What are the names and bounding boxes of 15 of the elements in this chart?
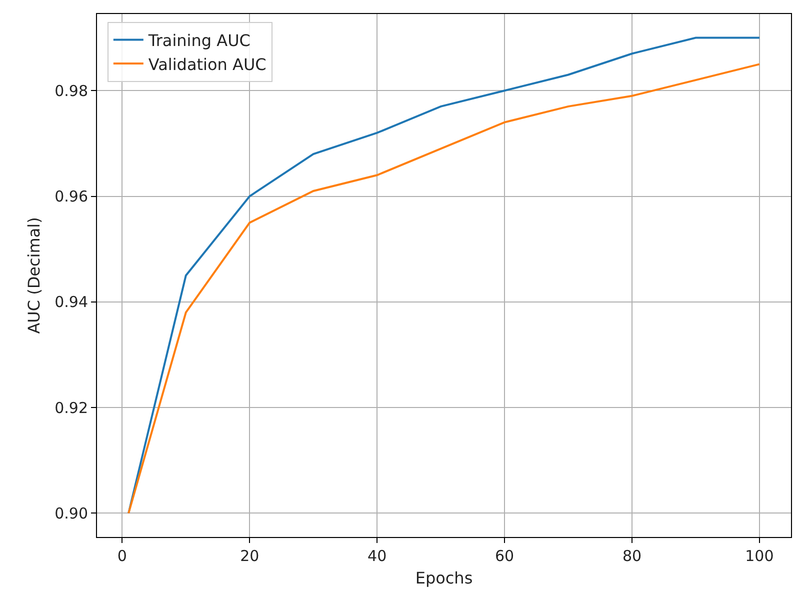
x-tick-label: 100 xyxy=(745,547,774,565)
y-tick-label: 0.94 xyxy=(54,293,88,312)
x-tick-label: 0 xyxy=(117,547,127,565)
y-tick-label: 0.92 xyxy=(54,398,88,417)
x-tick-label: 80 xyxy=(622,547,642,565)
x-tick-label: 20 xyxy=(240,547,260,565)
x-axis-title: Epochs xyxy=(415,568,473,588)
y-tick-label: 0.90 xyxy=(54,504,88,522)
legend-label: Validation AUC xyxy=(148,54,266,74)
y-tick-label: 0.96 xyxy=(54,188,88,206)
y-axis-title: AUC (Decimal) xyxy=(24,217,44,334)
x-tick-label: 60 xyxy=(494,547,514,565)
y-tick-label: 0.98 xyxy=(54,82,88,100)
legend-label: Training AUC xyxy=(147,30,250,50)
x-tick-label: 40 xyxy=(368,547,387,565)
